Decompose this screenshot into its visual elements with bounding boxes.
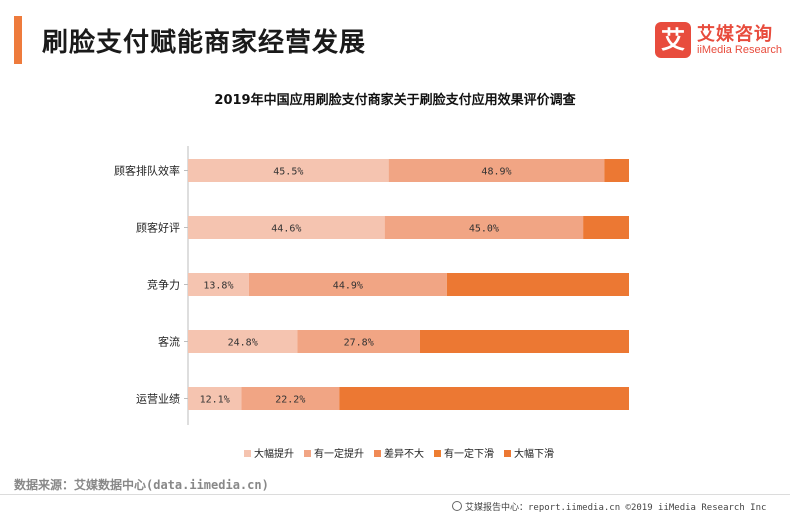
legend-label: 大幅下滑 bbox=[514, 447, 554, 460]
iimedia-logo: 艾 艾媒咨询 iiMedia Research bbox=[655, 20, 785, 62]
category-label: 客流 bbox=[158, 335, 180, 349]
data-label: 44.9% bbox=[333, 281, 363, 292]
category-label: 竞争力 bbox=[147, 278, 180, 292]
bar-segment bbox=[188, 387, 242, 410]
legend-swatch bbox=[374, 450, 381, 457]
legend-swatch bbox=[304, 450, 311, 457]
data-label: 45.0% bbox=[469, 224, 499, 235]
category-label: 运营业绩 bbox=[136, 392, 180, 406]
bar-segment bbox=[388, 159, 605, 182]
data-label: 45.5% bbox=[273, 167, 303, 178]
chart-title: 2019年中国应用刷脸支付商家关于刷脸支付应用效果评价调查 bbox=[214, 93, 576, 108]
data-source: 数据来源：艾媒数据中心(data.iimedia.cn) bbox=[14, 478, 269, 492]
bar-segment bbox=[384, 216, 584, 239]
legend-swatch bbox=[434, 450, 441, 457]
footer-divider bbox=[0, 494, 790, 495]
bar-segment bbox=[583, 216, 629, 239]
title-accent-bar bbox=[14, 16, 22, 64]
bar-segment bbox=[188, 330, 298, 353]
data-label: 44.6% bbox=[271, 224, 301, 235]
bar-segment bbox=[446, 273, 629, 296]
logo-mark: 艾 bbox=[655, 22, 691, 58]
data-label: 24.8% bbox=[228, 338, 258, 349]
bar-segment bbox=[604, 159, 629, 182]
bar-segment bbox=[419, 330, 629, 353]
legend-label: 大幅提升 bbox=[254, 447, 294, 460]
category-label: 顾客好评 bbox=[136, 221, 180, 235]
page-title: 刷脸支付赋能商家经营发展 bbox=[42, 28, 367, 58]
data-label: 22.2% bbox=[275, 395, 305, 406]
bar-segment bbox=[241, 387, 340, 410]
footer-text: 艾媒报告中心：report.iimedia.cn ©2019 iiMedia R… bbox=[465, 503, 767, 513]
legend-label: 有一定下滑 bbox=[444, 447, 494, 460]
category-label: 顾客排队效率 bbox=[114, 164, 180, 178]
bar-segment bbox=[248, 273, 447, 296]
logo-en-text: iiMedia Research bbox=[697, 44, 782, 56]
bar-segment bbox=[297, 330, 420, 353]
data-label: 27.8% bbox=[344, 338, 374, 349]
data-label: 12.1% bbox=[200, 395, 230, 406]
legend-swatch bbox=[504, 450, 511, 457]
legend-label: 差异不大 bbox=[384, 447, 424, 460]
bar-segment bbox=[339, 387, 629, 410]
bar-segment bbox=[188, 159, 389, 182]
data-label: 13.8% bbox=[203, 281, 233, 292]
logo-cn-text: 艾媒咨询 bbox=[697, 24, 773, 45]
globe-icon bbox=[452, 501, 462, 511]
data-label: 48.9% bbox=[481, 167, 511, 178]
bar-segment bbox=[188, 216, 385, 239]
legend-label: 有一定提升 bbox=[314, 447, 364, 460]
bar-segment bbox=[188, 273, 249, 296]
legend-swatch bbox=[244, 450, 251, 457]
footer: 艾媒报告中心：report.iimedia.cn ©2019 iiMedia R… bbox=[452, 500, 766, 513]
stacked-bar-chart: 顾客排队效率 45.5% 48.9% 顾客好评 44.6% 45.0% 竞争力 13.8% 44… bbox=[114, 146, 629, 460]
